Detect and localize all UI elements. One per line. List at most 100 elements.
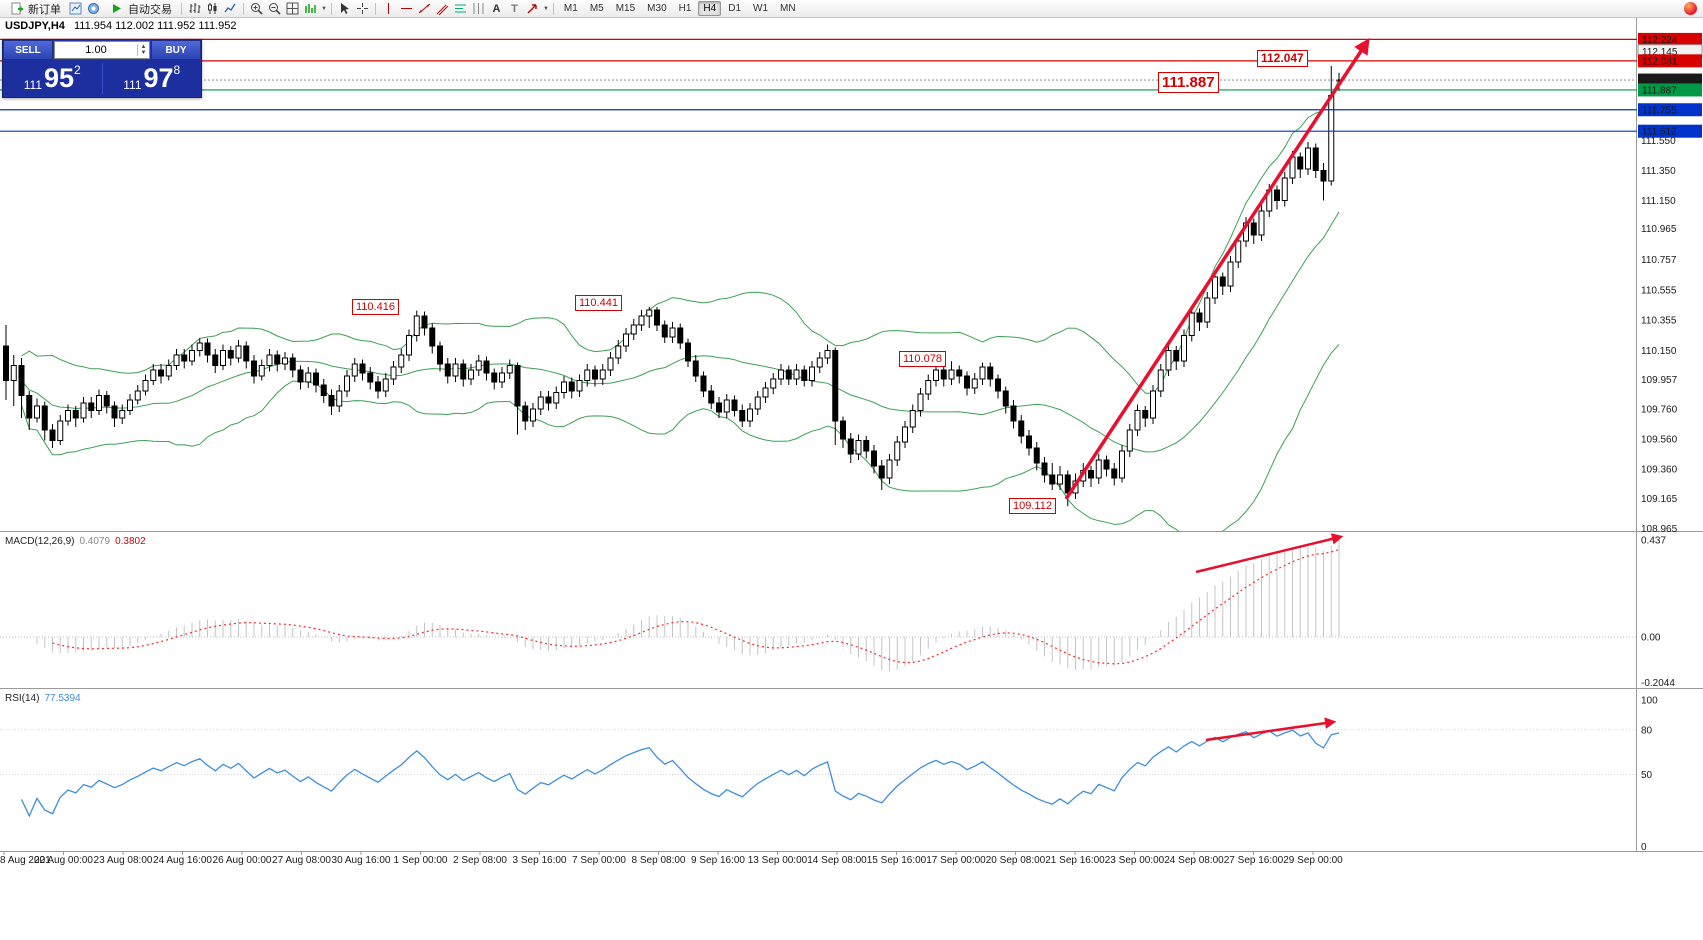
volume-input[interactable]: [55, 43, 137, 57]
macd-signal-line: [52, 548, 1340, 665]
timeframe-m1[interactable]: M1: [563, 3, 578, 14]
time-axis-label: 24 Aug 16:00: [153, 855, 212, 866]
price-annotation[interactable]: 112.047: [1257, 50, 1308, 67]
account-status-icon[interactable]: [1684, 2, 1697, 15]
time-axis-label: 27 Aug 08:00: [272, 855, 331, 866]
timeframe-m30[interactable]: M30: [647, 3, 667, 14]
buy-price-base: 111: [123, 78, 142, 92]
candlestick-series[interactable]: [3, 65, 1342, 507]
label-tool-icon[interactable]: T: [506, 1, 523, 16]
price-tag[interactable]: [1638, 124, 1702, 138]
arrows-dropdown-caret[interactable]: ▼: [542, 5, 549, 12]
crosshair-icon[interactable]: [354, 1, 371, 16]
macd-axis-tick: 0.437: [1641, 536, 1666, 547]
time-axis-label: 17 Sep 00:00: [926, 855, 986, 866]
price-tag[interactable]: [1638, 54, 1702, 68]
price-annotation[interactable]: 110.416: [352, 299, 399, 315]
time-axis-label: 21 Sep 16:00: [1045, 855, 1105, 866]
auto-trading-icon: [108, 1, 125, 16]
buy-price[interactable]: 111 97 8: [103, 60, 202, 97]
line-chart-type-icon[interactable]: [222, 1, 239, 16]
timeframe-h4[interactable]: H4: [698, 1, 722, 16]
price-annotation[interactable]: 110.078: [899, 351, 946, 367]
new-chart-icon[interactable]: [67, 1, 84, 16]
main-chart-area[interactable]: [0, 38, 1637, 541]
ohlc-values: 111.954 112.002 111.952 111.952: [73, 20, 237, 32]
time-axis-label: 30 Aug 16:00: [332, 855, 391, 866]
time-axis-label: 20 Sep 08:00: [986, 855, 1046, 866]
sell-price[interactable]: 111 95 2: [3, 60, 102, 97]
timeframe-m15[interactable]: M15: [615, 3, 636, 14]
trend-arrow[interactable]: [1205, 717, 1337, 742]
timeframe-d1[interactable]: D1: [728, 3, 742, 14]
buy-button[interactable]: BUY: [151, 40, 201, 60]
price-tag[interactable]: [1638, 32, 1702, 46]
candlestick-type-icon[interactable]: [204, 1, 221, 16]
price-axis-tick: 110.355: [1641, 315, 1677, 326]
text-tool-icon[interactable]: A: [488, 1, 505, 16]
macd-main-value: 0.4079: [79, 536, 111, 547]
timeframe-m5[interactable]: M5: [589, 3, 604, 14]
time-axis-label: 13 Sep 00:00: [748, 855, 808, 866]
zoom-in-icon[interactable]: [248, 1, 265, 16]
time-axis-label: 8 Sep 08:00: [632, 855, 686, 866]
rsi-axis-tick: 0: [1641, 842, 1647, 853]
bar-chart-type-icon[interactable]: [186, 1, 203, 16]
price-axis-tick: 110.555: [1641, 285, 1677, 296]
time-axis-label: 29 Sep 00:00: [1283, 855, 1343, 866]
price-axis-tick: 109.760: [1641, 405, 1678, 416]
bollinger-upper-band: [21, 79, 1340, 394]
new-order-label: 新订单: [28, 3, 61, 16]
vertical-line-tool-icon[interactable]: [380, 1, 397, 16]
price-annotation[interactable]: 110.441: [575, 295, 622, 311]
indicators-dropdown-caret[interactable]: ▼: [321, 5, 327, 12]
macd-axis-tick: 0.00: [1641, 633, 1661, 644]
price-annotation[interactable]: 111.887: [1158, 72, 1219, 93]
new-order-button[interactable]: 新订单: [3, 0, 66, 17]
fibonacci-tool-icon[interactable]: [452, 1, 469, 16]
indicators-icon[interactable]: [302, 1, 319, 16]
rsi-axis-tick: 100: [1641, 696, 1658, 707]
macd-panel[interactable]: [0, 540, 1637, 672]
trend-arrow[interactable]: [1064, 37, 1370, 500]
trendline-tool-icon[interactable]: [416, 1, 433, 16]
auto-trading-label: 自动交易: [128, 3, 172, 16]
rsi-line: [20, 729, 1340, 818]
auto-trading-button[interactable]: 自动交易: [103, 0, 177, 17]
price-axis: 111.550 111.350 111.150 110.965 110.757 110.5…: [1641, 136, 1678, 853]
horizontal-line-tool-icon[interactable]: [398, 1, 415, 16]
channel-tool-icon[interactable]: [434, 1, 451, 16]
tile-windows-icon[interactable]: [284, 1, 301, 16]
volume-spinner[interactable]: ▲ ▼: [137, 44, 149, 56]
time-axis-label: 18 Aug 2021: [0, 855, 51, 866]
price-axis-tick: 111.150: [1641, 196, 1676, 207]
timeframe-h1[interactable]: H1: [678, 3, 692, 14]
price-axis-tick: 109.957: [1641, 375, 1678, 386]
zoom-out-icon[interactable]: [266, 1, 283, 16]
price-tag[interactable]: [1638, 83, 1702, 97]
trend-arrow[interactable]: [1195, 533, 1344, 574]
toolbar-separator: [330, 2, 332, 15]
market-watch-icon[interactable]: [85, 1, 102, 16]
price-annotation[interactable]: 109.112: [1009, 498, 1056, 514]
rsi-panel[interactable]: [0, 729, 1637, 818]
price-tag[interactable]: [1638, 103, 1702, 117]
toolbar-separator: [181, 2, 182, 15]
timeframe-mn[interactable]: MN: [780, 3, 796, 14]
sell-button[interactable]: SELL: [3, 40, 53, 60]
arrows-tool-icon[interactable]: [524, 1, 541, 16]
price-tag-label: 112.145: [1642, 47, 1678, 58]
macd-label: MACD(12,26,9) 0.4079 0.3802: [5, 536, 146, 547]
cycle-lines-tool-icon[interactable]: [470, 1, 487, 16]
timeframe-w1[interactable]: W1: [753, 3, 769, 14]
bollinger-lower-band: [21, 344, 1340, 531]
rsi-axis-tick: 80: [1641, 725, 1653, 736]
spin-up-icon[interactable]: ▲: [140, 44, 147, 50]
price-axis-tick: 110.965: [1641, 224, 1677, 235]
price-tag[interactable]: [1638, 73, 1702, 87]
cursor-icon[interactable]: [336, 1, 353, 16]
time-axis-label: 14 Sep 08:00: [807, 855, 867, 866]
spin-down-icon[interactable]: ▼: [140, 50, 147, 56]
